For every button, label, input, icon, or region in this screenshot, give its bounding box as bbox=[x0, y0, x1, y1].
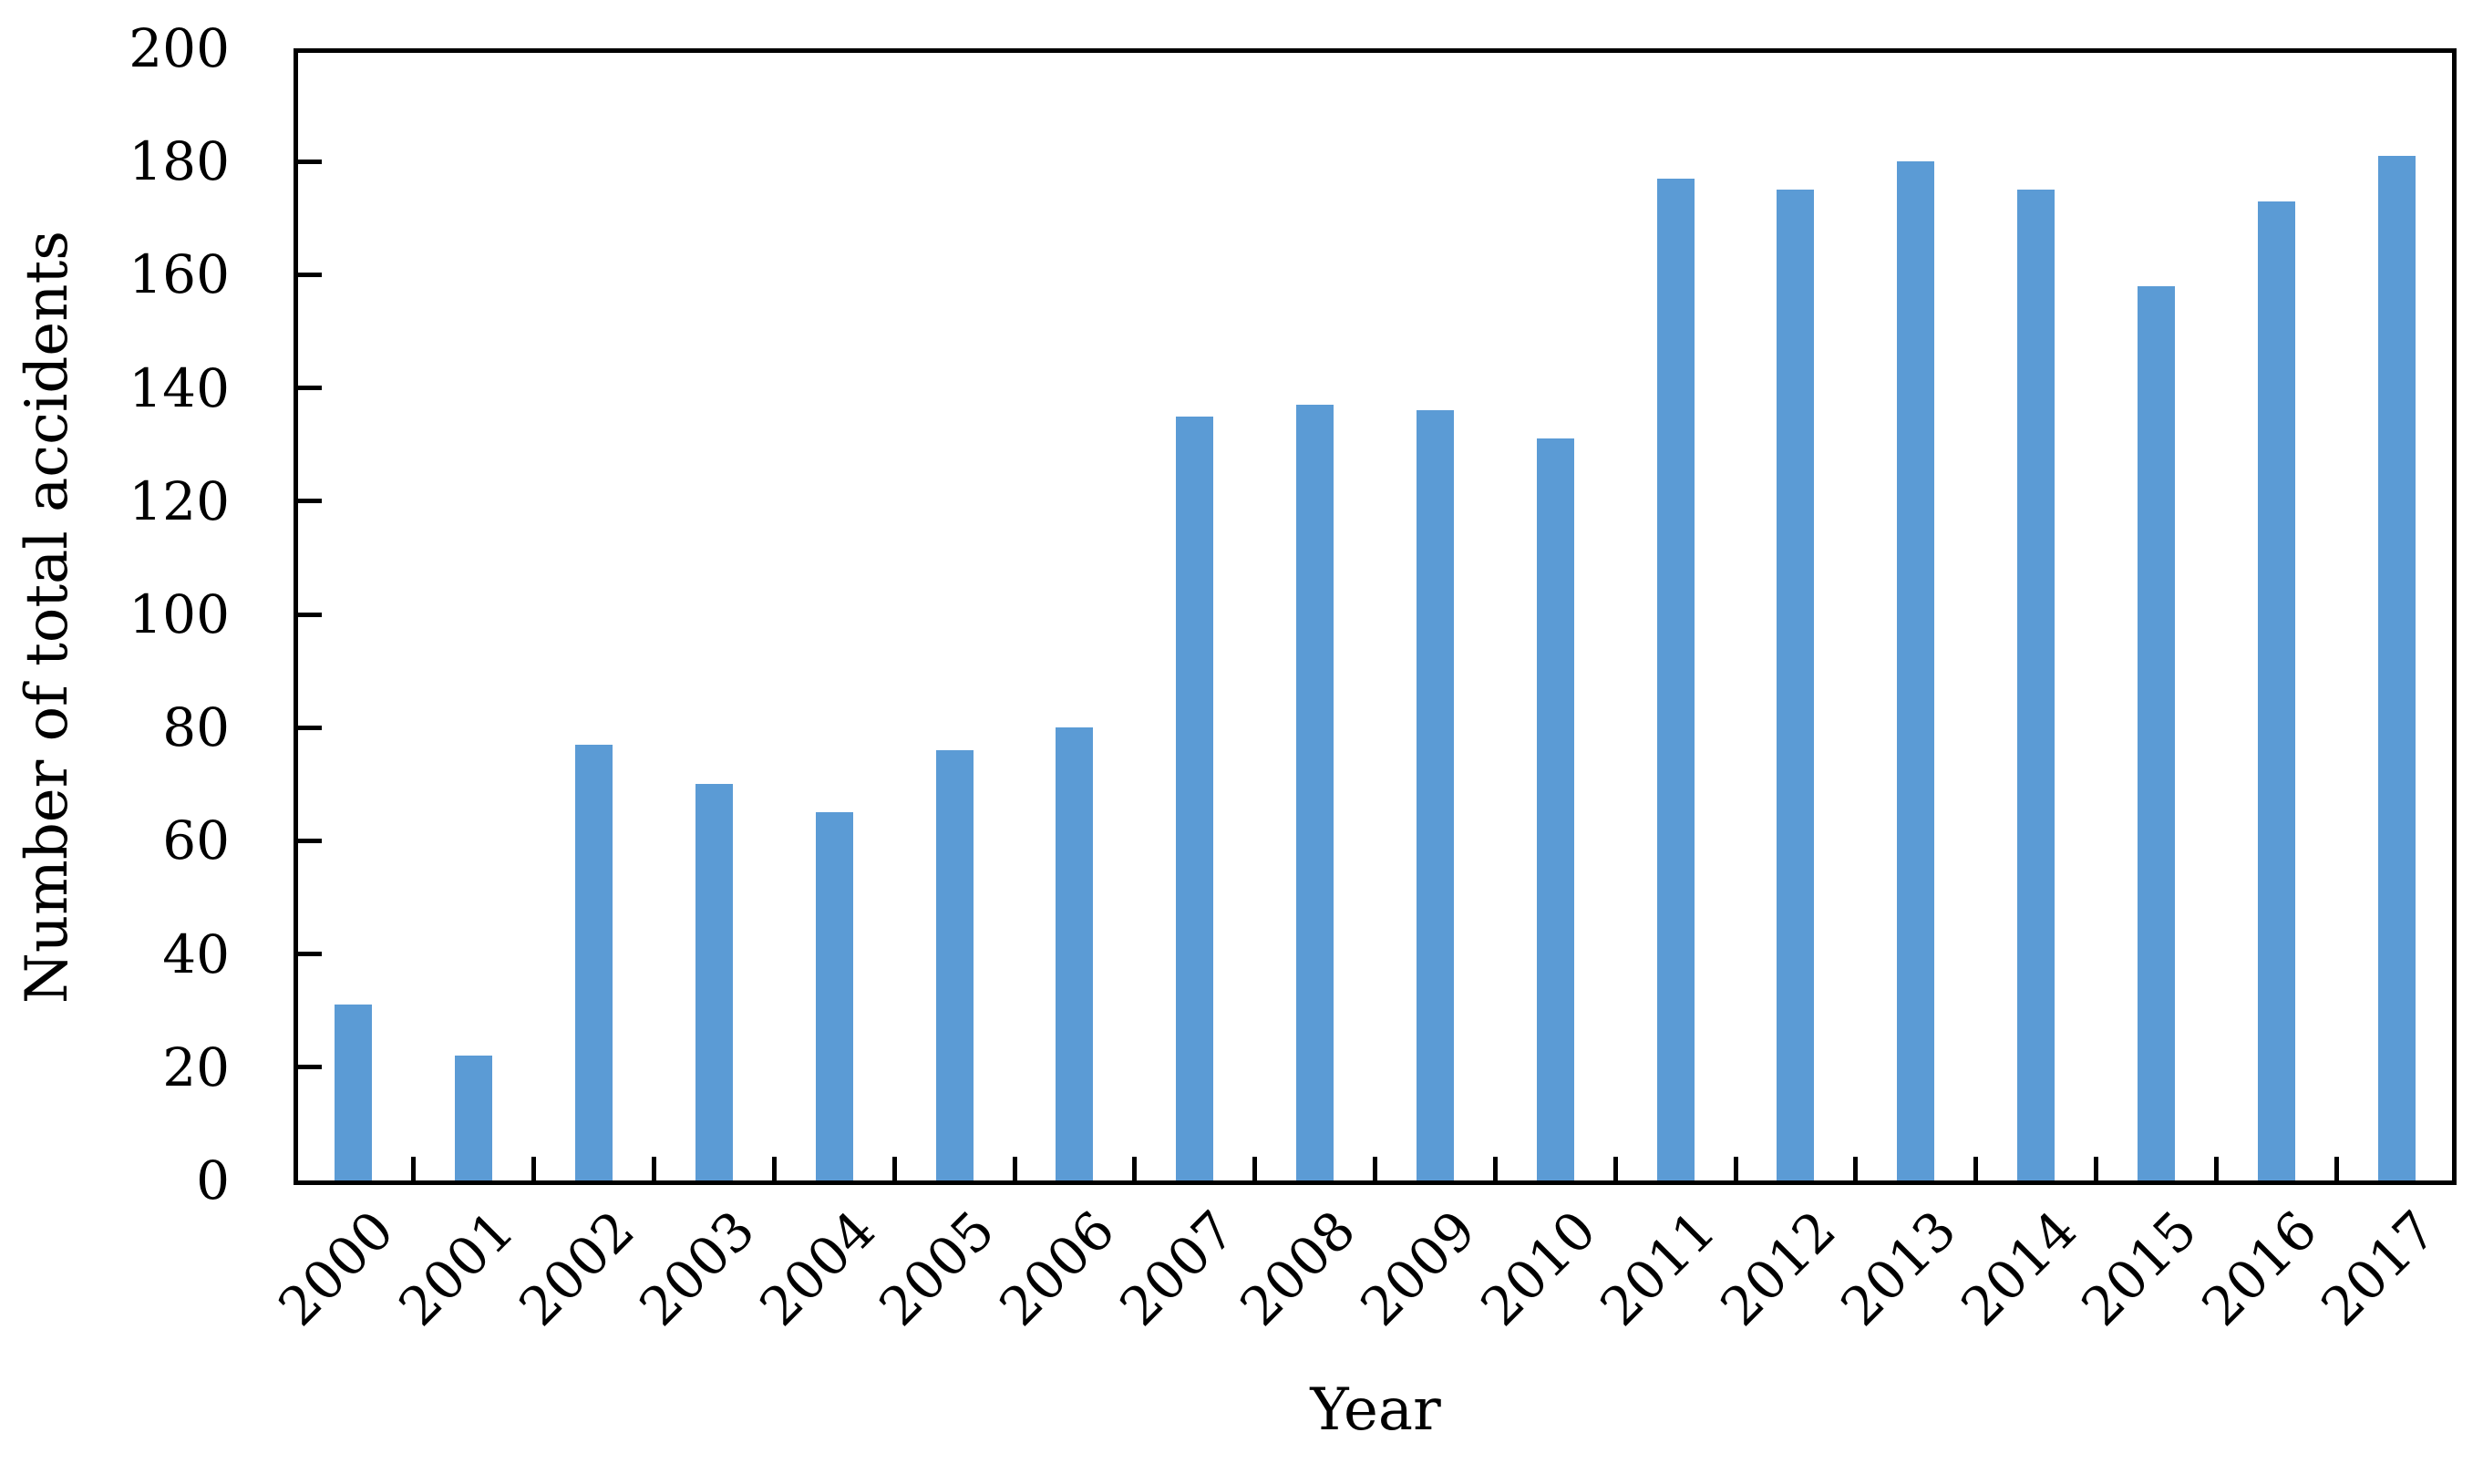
y-tick-label-40: 40 bbox=[162, 923, 230, 985]
y-axis-title: Number of total accidents bbox=[14, 230, 81, 1005]
y-tick-mark-140 bbox=[298, 386, 322, 391]
x-tick-label-2006: 2006 bbox=[987, 1199, 1128, 1338]
y-tick-mark-160 bbox=[298, 272, 322, 277]
x-tick-label-2017: 2017 bbox=[2309, 1199, 2449, 1338]
bar-2004 bbox=[815, 812, 853, 1180]
x-tick-label-2013: 2013 bbox=[1829, 1199, 1969, 1338]
x-tick-mark-15 bbox=[2094, 1157, 2098, 1180]
x-tick-label-2004: 2004 bbox=[747, 1199, 887, 1338]
bar-2013 bbox=[1897, 161, 1935, 1180]
x-tick-label-2002: 2002 bbox=[507, 1199, 646, 1338]
bar-2011 bbox=[1656, 179, 1695, 1180]
y-tick-mark-60 bbox=[298, 838, 322, 843]
y-tick-label-200: 200 bbox=[129, 17, 230, 79]
x-tick-mark-7 bbox=[1132, 1157, 1138, 1180]
bar-2014 bbox=[2017, 190, 2055, 1180]
y-tick-label-20: 20 bbox=[162, 1036, 230, 1098]
y-tick-mark-80 bbox=[298, 725, 322, 730]
x-tick-mark-4 bbox=[771, 1157, 777, 1180]
y-tick-label-80: 80 bbox=[162, 696, 230, 758]
x-axis-title: Year bbox=[1310, 1376, 1441, 1444]
x-tick-label-2000: 2000 bbox=[266, 1199, 407, 1338]
x-tick-mark-3 bbox=[652, 1157, 656, 1180]
x-tick-mark-10 bbox=[1492, 1157, 1498, 1180]
x-tick-label-2014: 2014 bbox=[1949, 1199, 2088, 1338]
bar-2007 bbox=[1176, 417, 1214, 1180]
x-tick-mark-11 bbox=[1612, 1157, 1618, 1180]
bar-2012 bbox=[1777, 190, 1815, 1180]
y-tick-mark-120 bbox=[298, 499, 322, 504]
plot-area bbox=[294, 48, 2457, 1185]
x-tick-label-2012: 2012 bbox=[1708, 1199, 1849, 1338]
x-tick-mark-8 bbox=[1252, 1157, 1258, 1180]
y-tick-mark-180 bbox=[298, 159, 322, 164]
y-tick-label-140: 140 bbox=[129, 357, 230, 419]
bar-2009 bbox=[1416, 410, 1454, 1180]
y-tick-label-160: 160 bbox=[129, 243, 230, 305]
x-tick-label-2010: 2010 bbox=[1468, 1199, 1608, 1338]
x-tick-mark-2 bbox=[531, 1157, 537, 1180]
x-tick-label-2008: 2008 bbox=[1228, 1199, 1367, 1338]
x-tick-label-2015: 2015 bbox=[2069, 1199, 2209, 1338]
y-tick-label-100: 100 bbox=[129, 583, 230, 645]
x-tick-label-2011: 2011 bbox=[1588, 1199, 1728, 1338]
bar-2017 bbox=[2377, 156, 2416, 1180]
bar-2001 bbox=[455, 1056, 493, 1180]
x-tick-mark-17 bbox=[2334, 1157, 2339, 1180]
x-tick-label-2001: 2001 bbox=[386, 1199, 527, 1338]
x-tick-mark-6 bbox=[1012, 1157, 1017, 1180]
x-tick-mark-9 bbox=[1373, 1157, 1377, 1180]
x-tick-mark-5 bbox=[891, 1157, 897, 1180]
bar-2015 bbox=[2137, 286, 2175, 1180]
bar-2002 bbox=[575, 745, 613, 1180]
y-tick-mark-40 bbox=[298, 952, 322, 957]
x-tick-mark-1 bbox=[411, 1157, 417, 1180]
y-tick-label-120: 120 bbox=[129, 470, 230, 532]
bar-2003 bbox=[695, 784, 733, 1180]
x-tick-mark-12 bbox=[1733, 1157, 1738, 1180]
x-tick-label-2007: 2007 bbox=[1108, 1199, 1248, 1338]
x-tick-label-2016: 2016 bbox=[2189, 1199, 2329, 1338]
bar-2008 bbox=[1296, 405, 1334, 1180]
x-tick-label-2009: 2009 bbox=[1348, 1199, 1488, 1338]
y-tick-mark-100 bbox=[298, 612, 322, 617]
y-tick-label-60: 60 bbox=[162, 809, 230, 871]
x-tick-mark-13 bbox=[1853, 1157, 1859, 1180]
x-tick-mark-16 bbox=[2213, 1157, 2219, 1180]
bar-2010 bbox=[1536, 438, 1574, 1180]
y-tick-label-0: 0 bbox=[196, 1149, 230, 1211]
bar-2016 bbox=[2257, 201, 2295, 1180]
x-tick-label-2005: 2005 bbox=[867, 1199, 1007, 1338]
x-tick-label-2003: 2003 bbox=[627, 1199, 767, 1338]
bar-2000 bbox=[335, 1005, 373, 1180]
x-tick-mark-14 bbox=[1973, 1157, 1979, 1180]
y-tick-mark-20 bbox=[298, 1065, 322, 1070]
bar-2006 bbox=[1056, 727, 1094, 1180]
bar-2005 bbox=[935, 750, 974, 1180]
y-tick-label-180: 180 bbox=[129, 130, 230, 192]
